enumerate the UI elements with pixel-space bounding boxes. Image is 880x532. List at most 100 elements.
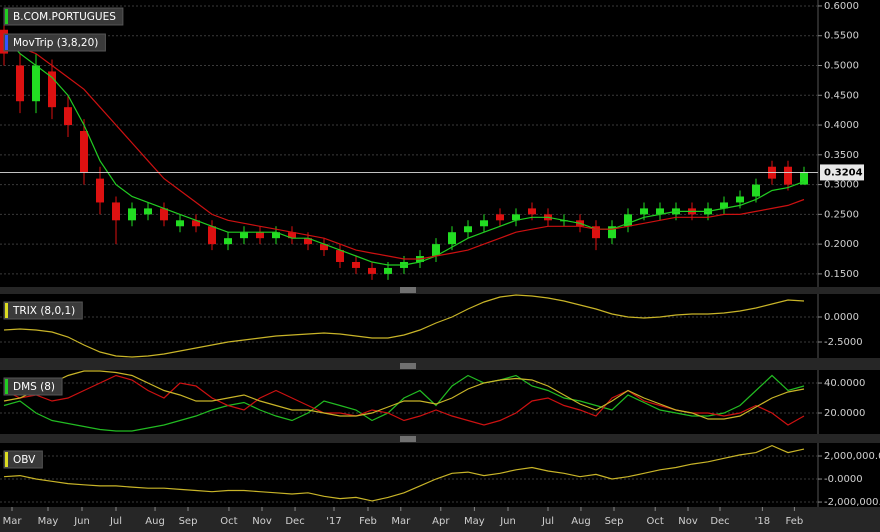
- y-tick-label: -0.0000: [824, 474, 863, 485]
- candle-body: [480, 220, 488, 227]
- y-tick-label: 0.5000: [824, 60, 859, 71]
- panel-background: [0, 294, 880, 358]
- label-marker: [5, 35, 8, 50]
- series-line: [3, 294, 805, 358]
- candle-body: [272, 232, 280, 239]
- y-tick-label: 0.3000: [824, 180, 859, 191]
- candle-body: [352, 261, 360, 268]
- label-marker: [5, 303, 8, 318]
- series-line: [3, 444, 805, 502]
- label-marker: [5, 452, 8, 467]
- x-tick-label: Oct: [647, 516, 664, 527]
- x-tick-label: Sep: [179, 516, 198, 527]
- x-tick-label: Jun: [73, 516, 90, 527]
- candle-body: [32, 65, 40, 102]
- candle-body: [224, 238, 232, 245]
- x-tick-label: '18: [755, 516, 770, 527]
- x-tick-label: Dec: [710, 516, 729, 527]
- candle-body: [496, 214, 504, 221]
- y-tick-label: 20.0000: [824, 408, 865, 419]
- x-tick-label: Jul: [109, 516, 122, 527]
- x-tick-label: Aug: [571, 516, 591, 527]
- y-tick-label: 0.4000: [824, 120, 859, 131]
- candle-body: [640, 208, 648, 215]
- panel-label: MovTrip (3,8,20): [13, 37, 98, 49]
- label-marker: [5, 379, 8, 394]
- candle-body: [288, 232, 296, 239]
- label-box: [3, 33, 106, 52]
- candle-body: [64, 107, 72, 126]
- candle-body: [240, 232, 248, 239]
- y-tick-label: 0.6000: [824, 1, 859, 12]
- candle-body: [528, 208, 536, 215]
- x-tick-label: Mar: [3, 516, 23, 527]
- candle-body: [464, 226, 472, 233]
- x-tick-label: Oct: [220, 516, 237, 527]
- label-box: [3, 377, 63, 396]
- x-tick-label: Mar: [391, 516, 411, 527]
- x-tick-label: Jul: [541, 516, 554, 527]
- y-tick-label: 0.0000: [824, 312, 859, 323]
- x-tick-label: Nov: [678, 516, 698, 527]
- y-tick-label: 0.5500: [824, 31, 859, 42]
- panel-label: OBV: [13, 454, 36, 466]
- x-tick-label: Feb: [786, 516, 804, 527]
- x-tick-label: Sep: [605, 516, 624, 527]
- y-tick-label: 2,000,000.0: [824, 451, 880, 462]
- candle-body: [736, 196, 744, 203]
- x-tick-label: Feb: [359, 516, 377, 527]
- candle-body: [176, 220, 184, 227]
- y-tick-label: 40.0000: [824, 378, 865, 389]
- candle-body: [384, 267, 392, 274]
- candle-body: [512, 214, 520, 221]
- label-box: [3, 450, 43, 469]
- candle-body: [16, 65, 24, 102]
- x-tick-label: Nov: [252, 516, 272, 527]
- candle-body: [624, 214, 632, 227]
- candle-body: [752, 184, 760, 197]
- y-tick-label: 0.2000: [824, 239, 859, 250]
- candle-body: [304, 238, 312, 245]
- candle-body: [432, 244, 440, 257]
- y-tick-label: 0.1500: [824, 269, 859, 280]
- candle-body: [48, 71, 56, 108]
- last-price-label: 0.3204: [824, 167, 863, 178]
- y-tick-label: -2,000,000.0: [824, 497, 880, 508]
- y-tick-label: 0.3500: [824, 150, 859, 161]
- candle-body: [256, 232, 264, 239]
- candle-body: [192, 220, 200, 227]
- panel-label: B.COM.PORTUGUES: [13, 11, 116, 23]
- panel-label: TRIX (8,0,1): [12, 305, 75, 317]
- panel-background: [0, 443, 880, 507]
- series-line: [3, 35, 805, 266]
- x-tick-label: Jun: [499, 516, 516, 527]
- candle-body: [608, 226, 616, 239]
- candle-body: [144, 208, 152, 215]
- panel-background: [0, 0, 880, 287]
- label-box: [3, 7, 124, 26]
- candle-body: [368, 267, 376, 274]
- x-tick-label: Aug: [145, 516, 165, 527]
- x-tick-label: Dec: [285, 516, 304, 527]
- candle-body: [784, 166, 792, 185]
- series-line: [3, 374, 805, 432]
- y-tick-label: -2.5000: [824, 337, 863, 348]
- label-box: [3, 301, 83, 320]
- candle-body: [336, 250, 344, 262]
- series-line: [3, 370, 805, 420]
- candle-body: [448, 232, 456, 245]
- series-line: [3, 35, 805, 260]
- candle-body: [160, 208, 168, 221]
- candle-body: [720, 202, 728, 209]
- candle-body: [592, 226, 600, 239]
- candle-body: [96, 178, 104, 203]
- y-tick-label: 0.2500: [824, 209, 859, 220]
- candle-body: [128, 208, 136, 221]
- candle-body: [80, 130, 88, 173]
- x-tick-label: May: [38, 516, 59, 527]
- x-tick-label: Apr: [432, 516, 450, 527]
- last-price-box: [820, 164, 864, 181]
- candle-body: [112, 202, 120, 221]
